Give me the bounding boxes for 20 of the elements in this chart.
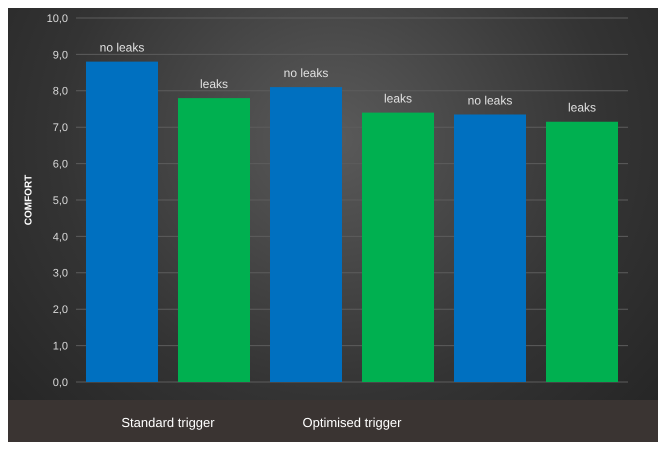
text: leaks [384, 92, 412, 106]
series-label: leaks [200, 77, 228, 92]
x-tick-label: Optimised trigger [302, 415, 402, 430]
y-tick-label: 4,0 [52, 231, 68, 244]
text: no leaks [284, 66, 328, 80]
y-tick-label: 8,0 [52, 86, 68, 98]
y-tick-label: 2,0 [52, 304, 68, 316]
y-tick-label: 0,0 [52, 376, 68, 389]
y-tick-label: 1,0 [52, 340, 68, 353]
y-tick-label: 3,0 [52, 268, 68, 280]
y-tick-label: 9,0 [52, 49, 68, 62]
x-tick-label: Standard trigger [121, 415, 216, 430]
y-tick-label: 6,0 [52, 158, 68, 171]
y-tick-label: 10,0 [46, 12, 68, 25]
y-axis-title: COMFORT [24, 174, 35, 226]
y-tick-label: 5,0 [52, 194, 68, 207]
text: leaks [568, 100, 596, 115]
series-label: no leaks [100, 40, 144, 55]
y-tick-label: 7,0 [52, 122, 68, 134]
text: no leaks [468, 93, 512, 108]
